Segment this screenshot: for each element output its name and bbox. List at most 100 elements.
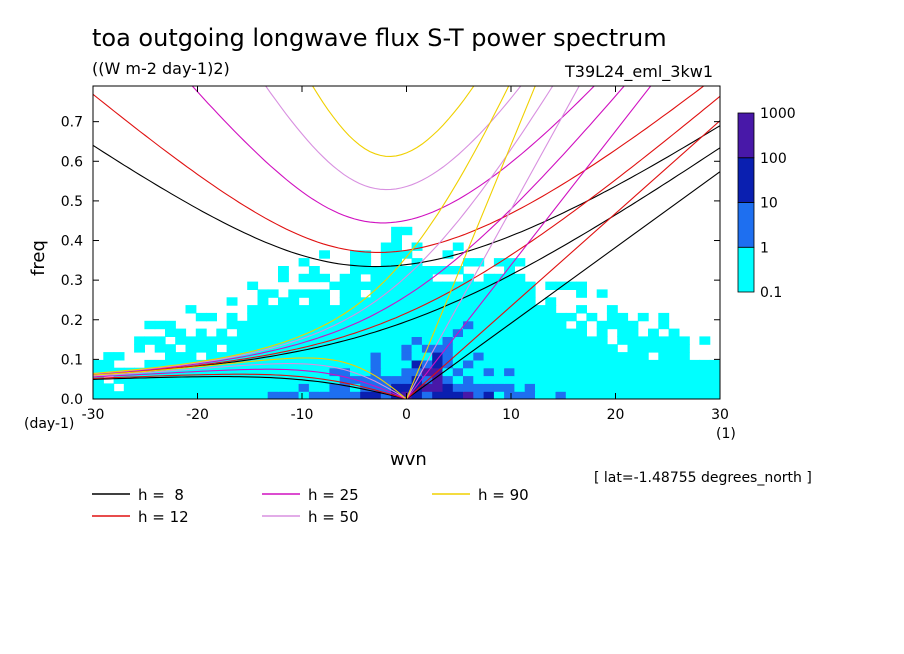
x-tick-label: -30	[82, 407, 105, 423]
heatmap-cell	[206, 312, 217, 322]
heatmap-cell	[185, 391, 197, 399]
heatmap-cell	[278, 336, 289, 345]
dispersion-curve-h12-0	[406, 120, 720, 399]
heatmap-cell	[524, 289, 536, 298]
heatmap-cell	[165, 391, 176, 399]
heatmap-cell	[545, 320, 557, 330]
heatmap-cell	[524, 344, 536, 353]
heatmap-cell	[545, 352, 557, 361]
heatmap-cell	[123, 391, 135, 399]
heatmap-cell	[452, 297, 464, 306]
heatmap-cell	[401, 289, 413, 298]
heatmap-cell	[401, 344, 413, 353]
heatmap-cell	[319, 383, 330, 392]
heatmap-cell	[236, 367, 248, 377]
heatmap-cell	[144, 359, 156, 369]
heatmap-cell	[514, 289, 526, 298]
heatmap-cell	[319, 336, 330, 345]
heatmap-cell	[370, 289, 382, 298]
heatmap-cell	[514, 297, 526, 306]
heatmap-cell	[596, 289, 608, 298]
heatmap-cell	[339, 391, 351, 399]
heatmap-cell	[267, 289, 279, 298]
heatmap-cell	[452, 289, 464, 298]
heatmap-cell	[411, 258, 423, 267]
y-tick-label: 0.6	[61, 154, 83, 170]
heatmap-cell	[380, 312, 392, 322]
heatmap-cell	[452, 281, 464, 290]
heatmap-cell	[678, 359, 690, 369]
heatmap-cell	[606, 391, 618, 399]
heatmap-cell	[504, 336, 515, 345]
dispersion-curve-h25-2	[93, 368, 407, 399]
heatmap-cell	[195, 328, 207, 337]
heatmap-cell	[226, 367, 238, 377]
heatmap-cell	[401, 383, 413, 392]
heatmap-cell	[360, 328, 372, 337]
heatmap-cell	[288, 336, 300, 345]
heatmap-cell	[360, 359, 372, 369]
heatmap-cell	[298, 258, 310, 267]
heatmap-cell	[421, 391, 433, 399]
heatmap-cell	[493, 359, 505, 369]
heatmap-cell	[154, 336, 166, 345]
heatmap-cell	[350, 266, 361, 275]
heatmap-cell	[267, 312, 279, 322]
heatmap-cell	[216, 367, 228, 377]
heatmap-cell	[452, 383, 464, 392]
heatmap-cell	[514, 305, 526, 314]
heatmap-cell	[421, 297, 433, 306]
heatmap-cell	[421, 328, 433, 337]
heatmap-cell	[504, 281, 515, 290]
heatmap-cell	[401, 297, 413, 306]
heatmap-cell	[319, 312, 330, 322]
heatmap-cell	[319, 328, 330, 337]
heatmap-cell	[257, 312, 269, 322]
heatmap-cell	[493, 367, 505, 377]
heatmap-cell	[391, 266, 402, 275]
heatmap-cell	[360, 367, 372, 377]
heatmap-cell	[514, 281, 526, 290]
heatmap-cell	[565, 375, 577, 384]
heatmap-cell	[144, 383, 156, 392]
heatmap-cell	[442, 289, 454, 298]
heatmap-cell	[329, 336, 341, 345]
dispersion-curve-h50-1	[265, 86, 522, 191]
heatmap-cell	[463, 258, 474, 267]
heatmap-cell	[524, 312, 536, 322]
heatmap-cell	[463, 312, 474, 322]
heatmap-cell	[442, 250, 454, 259]
heatmap-cell	[576, 344, 587, 353]
heatmap-cell	[308, 312, 320, 322]
heatmap-cell	[648, 367, 659, 377]
heatmap-cell	[319, 305, 330, 314]
heatmap-cell	[298, 328, 310, 337]
heatmap-cell	[288, 367, 300, 377]
heatmap-cell	[360, 258, 372, 267]
heatmap-cell	[442, 352, 454, 361]
heatmap-cell	[350, 359, 361, 369]
heatmap-cell	[370, 383, 382, 392]
heatmap-cell	[339, 375, 351, 384]
heatmap-cell	[442, 266, 454, 275]
heatmap-cell	[339, 383, 351, 392]
heatmap-cell	[483, 273, 495, 283]
heatmap-cell	[278, 391, 289, 399]
heatmap-cell	[689, 375, 701, 384]
heatmap-cell	[339, 359, 351, 369]
heatmap-cell	[288, 328, 300, 337]
heatmap-cell	[596, 352, 608, 361]
heatmap-cell	[565, 344, 577, 353]
heatmap-cell	[617, 312, 629, 322]
heatmap-cell	[350, 305, 361, 314]
heatmap-cell	[473, 367, 485, 377]
heatmap-cell	[360, 250, 372, 259]
heatmap-cell	[144, 320, 156, 330]
heatmap-cell	[298, 312, 310, 322]
heatmap-cell	[668, 328, 680, 337]
heatmap-cell	[535, 336, 546, 345]
heatmap-cell	[195, 312, 207, 322]
heatmap-cell	[360, 336, 372, 345]
dispersion-curve-h90-0	[405, 86, 536, 399]
heatmap-cell	[391, 375, 402, 384]
